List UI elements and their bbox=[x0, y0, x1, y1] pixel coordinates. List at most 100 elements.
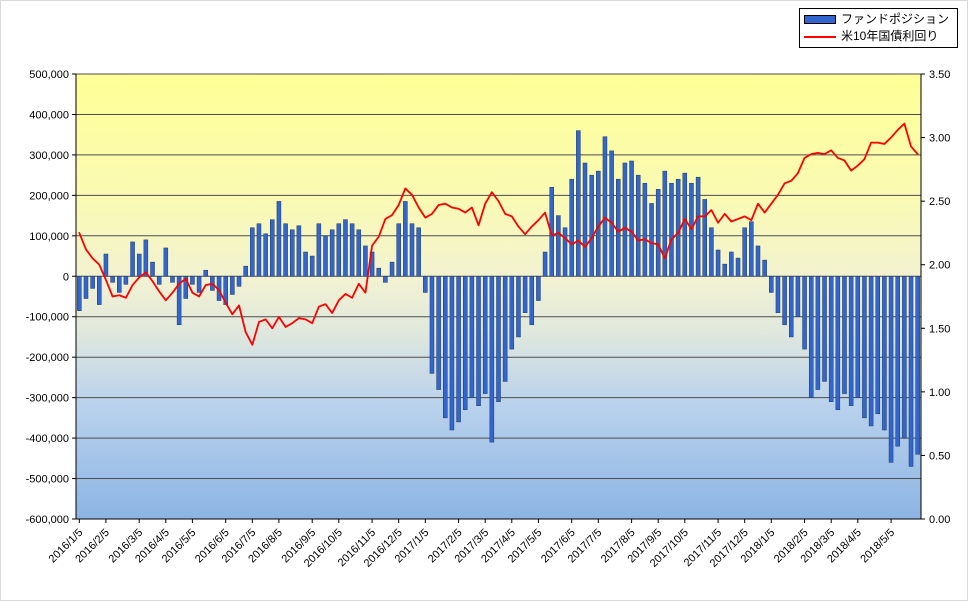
left-axis-label: -100,000 bbox=[26, 312, 69, 324]
bar bbox=[456, 276, 461, 423]
bar bbox=[675, 178, 681, 277]
bar bbox=[855, 276, 861, 398]
bar bbox=[795, 276, 801, 317]
right-axis-label: 2.00 bbox=[929, 260, 950, 272]
bar bbox=[915, 276, 920, 455]
bar bbox=[888, 276, 894, 463]
bar bbox=[875, 276, 880, 415]
bar bbox=[882, 276, 887, 431]
bar bbox=[576, 130, 581, 277]
bar bbox=[602, 136, 608, 277]
bar bbox=[123, 276, 129, 285]
bar bbox=[97, 276, 102, 305]
bar bbox=[655, 189, 661, 277]
left-axis-label: 400,000 bbox=[29, 110, 69, 122]
left-axis-label: -200,000 bbox=[26, 352, 69, 364]
bar bbox=[695, 176, 701, 277]
bar bbox=[396, 223, 401, 277]
bar bbox=[183, 276, 189, 299]
bar bbox=[802, 276, 807, 350]
bar bbox=[895, 276, 900, 447]
bar bbox=[409, 223, 415, 277]
bar bbox=[729, 251, 734, 277]
bar bbox=[669, 182, 674, 277]
bar bbox=[642, 182, 648, 277]
bar bbox=[629, 160, 634, 277]
right-axis-label: 3.50 bbox=[929, 69, 950, 81]
bar bbox=[429, 276, 435, 374]
bar bbox=[622, 162, 628, 277]
bar bbox=[735, 257, 741, 277]
bar bbox=[117, 276, 122, 293]
bar bbox=[682, 172, 688, 277]
bar bbox=[808, 276, 814, 398]
bar bbox=[443, 276, 448, 419]
bar bbox=[176, 276, 182, 326]
bar bbox=[289, 229, 295, 277]
bar bbox=[569, 178, 574, 277]
bar bbox=[203, 269, 208, 277]
line-series-swatch-icon bbox=[803, 35, 836, 38]
left-axis-label: 100,000 bbox=[29, 231, 69, 243]
bar bbox=[323, 235, 328, 277]
legend-item-treasury-yield[interactable]: 米10年国債利回り bbox=[803, 28, 949, 45]
bar bbox=[509, 276, 515, 350]
bar bbox=[828, 276, 834, 402]
bar bbox=[835, 276, 841, 411]
bar bbox=[762, 259, 767, 277]
bar-series-swatch-icon bbox=[803, 15, 836, 24]
left-axis-label: -300,000 bbox=[26, 393, 69, 405]
bar bbox=[775, 276, 781, 313]
bar bbox=[403, 201, 408, 277]
bar bbox=[190, 276, 195, 285]
bar bbox=[562, 227, 568, 277]
bar bbox=[755, 245, 761, 277]
left-axis-label: -600,000 bbox=[26, 514, 69, 526]
bar bbox=[542, 251, 548, 277]
bar bbox=[529, 276, 535, 326]
bar bbox=[709, 227, 714, 277]
left-axis-label: 500,000 bbox=[29, 69, 69, 81]
bar bbox=[749, 221, 754, 277]
bar bbox=[482, 276, 488, 394]
bar bbox=[270, 219, 275, 277]
right-axis-label: 3.00 bbox=[929, 133, 950, 145]
bar bbox=[296, 225, 302, 277]
bar bbox=[862, 276, 867, 419]
bar bbox=[170, 276, 175, 283]
bar bbox=[136, 253, 142, 277]
bar bbox=[329, 229, 335, 277]
bar bbox=[715, 249, 721, 277]
bar bbox=[263, 233, 268, 277]
bar bbox=[143, 239, 149, 277]
legend: ファンドポジション 米10年国債利回り bbox=[798, 8, 958, 48]
bar bbox=[156, 276, 162, 285]
bar bbox=[83, 276, 89, 299]
left-axis-label: 300,000 bbox=[29, 150, 69, 162]
bar bbox=[389, 261, 395, 277]
bar bbox=[868, 276, 874, 427]
bar bbox=[436, 276, 441, 390]
bar bbox=[363, 245, 368, 277]
bar bbox=[589, 174, 594, 277]
bar bbox=[230, 276, 235, 295]
bar bbox=[742, 227, 747, 277]
legend-item-fund-position[interactable]: ファンドポジション bbox=[803, 11, 949, 28]
bar bbox=[349, 223, 355, 277]
bar bbox=[236, 276, 242, 287]
bar bbox=[649, 203, 654, 277]
bar bbox=[536, 276, 541, 301]
bar bbox=[908, 276, 914, 467]
x-axis-label: 2018/5/5 bbox=[858, 527, 897, 566]
bar bbox=[556, 215, 561, 277]
bar bbox=[196, 276, 202, 293]
bar bbox=[256, 223, 262, 277]
bar bbox=[902, 276, 907, 439]
bar bbox=[842, 276, 847, 394]
bar bbox=[489, 276, 495, 443]
bar bbox=[516, 276, 521, 338]
bar bbox=[789, 276, 794, 338]
bar bbox=[662, 170, 668, 277]
right-axis-label: 0.00 bbox=[929, 514, 950, 526]
